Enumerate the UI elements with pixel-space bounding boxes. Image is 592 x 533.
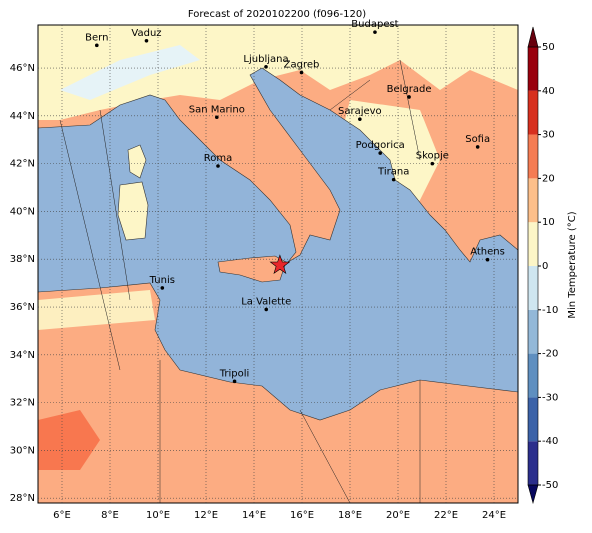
city-dot [299,70,304,75]
colorbar-band [528,441,538,485]
city-dot [264,307,269,312]
city-dot [160,286,165,290]
colorbar-under [527,484,539,505]
city-dot [391,177,396,182]
colorbar-band [528,222,538,266]
city-label: Podgorica [356,140,405,151]
land-mild [38,290,155,330]
colorbar-tick-label: 30 [542,130,555,141]
x-tick-label: 6°E [53,510,71,521]
city-label: Athens [470,247,505,258]
title: Forecast of 2020102200 (f096-120) [188,9,366,20]
city-label: Tunis [149,275,175,286]
sicily [217,255,287,283]
colorbar-band [528,47,538,91]
y-tick-label: 46°N [10,63,35,74]
colorbar-label: Min Temperature (°C) [567,211,578,318]
city-label: Belgrade [387,84,432,95]
city-dot [475,145,480,149]
city-dot [264,65,268,69]
city-dot [144,38,149,43]
colorbar-tick-label: -50 [542,480,558,491]
city-label: Zagreb [284,60,320,71]
city-label: Bern [85,32,108,43]
city-dot [232,379,237,384]
colorbar-tick-label: 10 [542,217,555,228]
city-dot [95,43,99,48]
city-label: La Valette [241,296,291,307]
colorbar-tick-label: -40 [542,436,558,447]
map-frame [37,24,519,504]
colorbar-band [528,353,538,398]
colorbar-tick-label: -10 [542,305,558,316]
land-mild [38,25,518,120]
y-tick-label: 44°N [10,111,35,122]
y-tick-label: 38°N [10,254,35,265]
border [59,59,421,503]
city-dot [407,95,411,99]
y-tick-label: 30°N [10,445,35,456]
colorbar-band [528,178,538,223]
city-label: Skopje [416,151,449,162]
colorbar-band [528,134,538,179]
city-label: Roma [204,153,233,164]
city-label: Tripoli [219,368,250,379]
y-tick-label: 40°N [10,206,35,217]
city-dot [430,161,435,166]
city-label: Tirana [377,167,409,178]
city-dot [216,164,220,168]
city-dot [373,30,377,34]
x-tick-label: 20°E [386,510,410,521]
colorbar-tick-label: 0 [542,261,548,272]
x-tick-label: 10°E [146,510,170,521]
x-tick-label: 22°E [434,510,458,521]
y-tick-label: 28°N [10,493,35,504]
x-tick-label: 24°E [482,510,506,521]
colorbar-band [528,90,538,135]
colorbar-band [528,397,538,442]
y-tick-label: 36°N [10,302,35,313]
colorbar-over [527,26,539,48]
x-tick-label: 8°E [101,510,119,521]
y-tick-label: 34°N [10,350,35,361]
x-tick-label: 18°E [338,510,362,521]
y-tick-label: 42°N [10,159,35,170]
colorbar-tick-label: -30 [542,392,558,403]
city-dot [215,115,219,120]
x-tick-label: 12°E [194,510,218,521]
colorbar-tick-label: 50 [542,42,555,53]
land-cool [60,45,200,100]
city-dot [378,151,383,155]
city-label: Budapest [351,19,398,30]
city-dot [358,117,362,121]
colorbar-band [528,266,538,310]
colorbar-tick-label: 40 [542,86,555,97]
y-tick-label: 32°N [10,398,35,409]
x-tick-label: 16°E [290,510,314,521]
colorbar-tick-label: 20 [542,173,555,184]
colorbar-tick-label: -20 [542,349,558,360]
city-label: Vaduz [131,28,161,39]
sardinia [117,181,149,241]
city-label: Sofia [465,134,490,145]
city-dot [485,257,490,262]
star-marker [269,254,291,275]
colorbar-band [528,309,538,354]
land-hot [38,410,100,470]
city-label: San Marino [189,104,245,115]
city-label: Sarajevo [338,106,382,117]
city-label: Ljubljana [243,54,288,65]
corsica [127,144,147,179]
x-tick-label: 14°E [242,510,266,521]
